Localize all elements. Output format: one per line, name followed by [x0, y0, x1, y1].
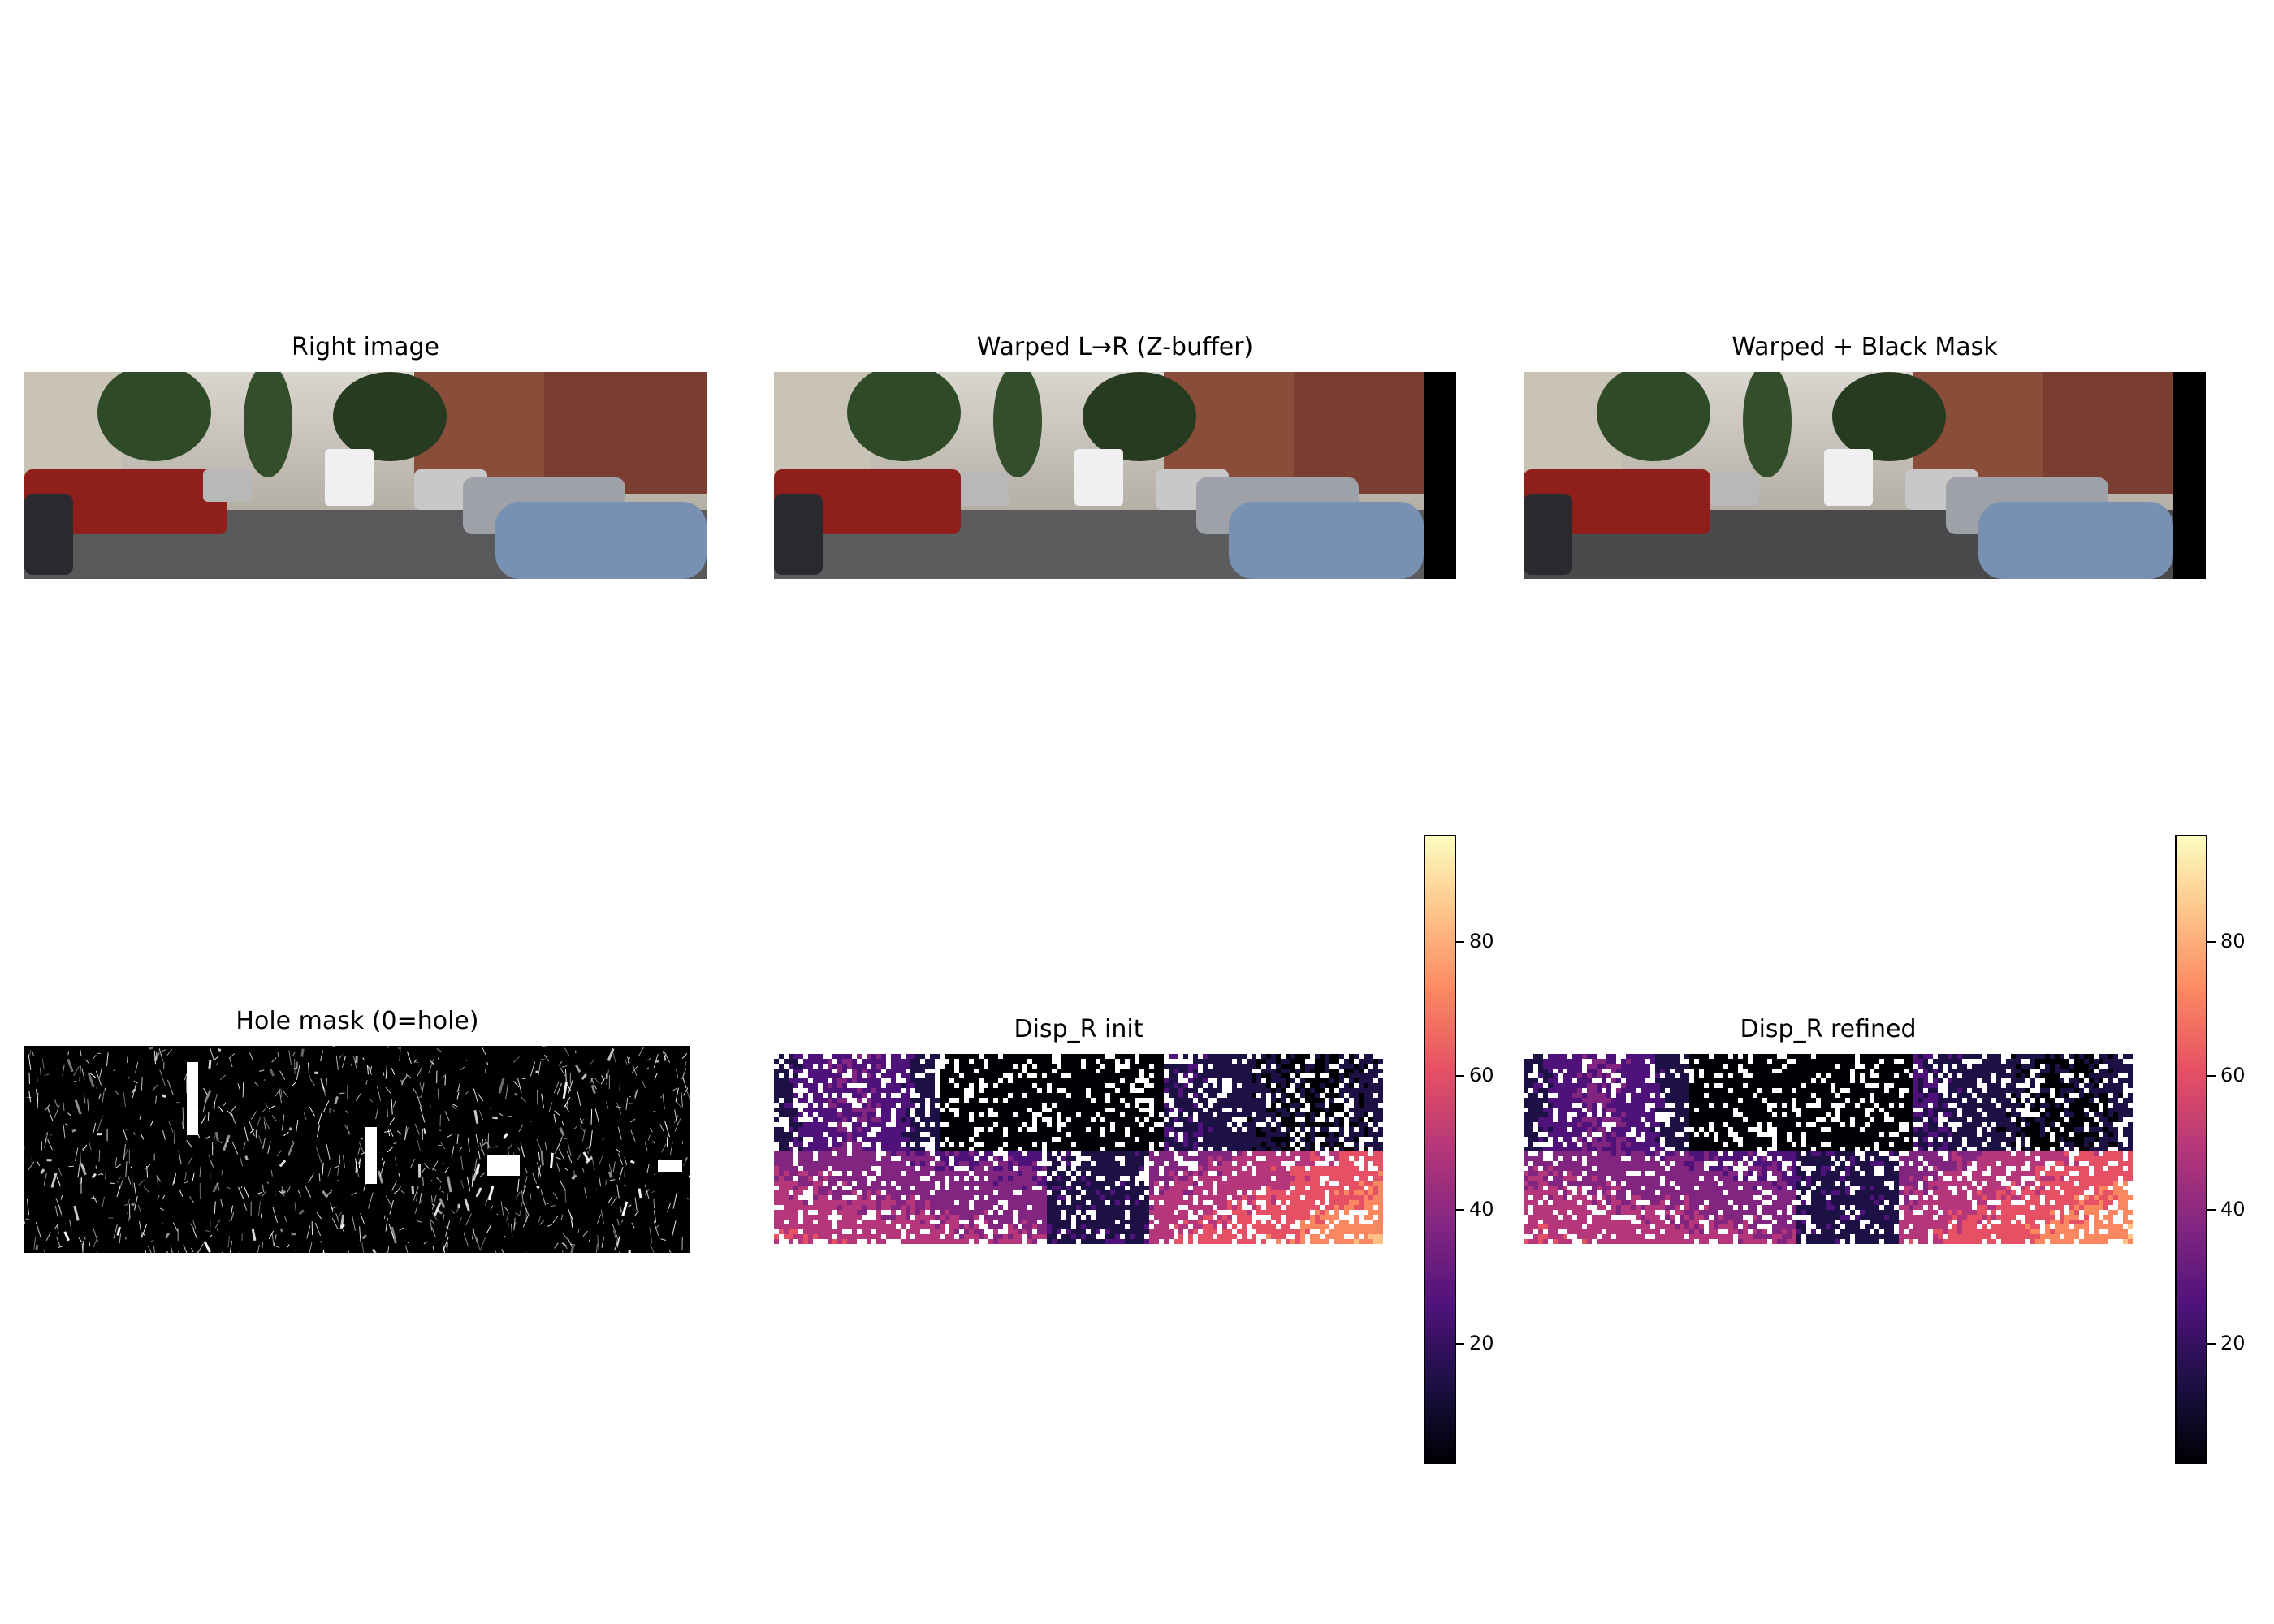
panel-disp-refined: Disp_R refined [1524, 1015, 2133, 1246]
panel-right-image: Right image [24, 333, 707, 581]
warped-image [774, 372, 1456, 579]
colorbar-tick-label: 60 [2220, 1064, 2246, 1086]
colorbar-tick-label: 40 [2220, 1198, 2246, 1220]
panel-title: Warped L→R (Z-buffer) [774, 333, 1456, 361]
right-image [24, 372, 707, 579]
colorbar-tick-mark [2206, 1209, 2216, 1211]
hole-mask-image [24, 1046, 690, 1253]
panel-title: Warped + Black Mask [1524, 333, 2206, 361]
panel-disp-init: Disp_R init [774, 1015, 1383, 1246]
colorbar-tick-label: 80 [1469, 930, 1494, 952]
disp-init-image [774, 1054, 1383, 1244]
colorbar-tick-mark [2206, 941, 2216, 943]
warped-mask-image [1524, 372, 2206, 579]
panel-warped: Warped L→R (Z-buffer) [774, 333, 1456, 581]
colorbar-tick-label: 80 [2220, 930, 2246, 952]
colorbar-tick-mark [2206, 1075, 2216, 1077]
panel-warped-black-mask: Warped + Black Mask [1524, 333, 2206, 581]
panel-title: Disp_R init [774, 1015, 1383, 1043]
colorbar-tick-label: 40 [1469, 1198, 1494, 1220]
disp-refined-image [1524, 1054, 2133, 1244]
colorbar-tick-mark [1455, 1209, 1464, 1211]
colorbar-tick-label: 20 [1469, 1332, 1494, 1354]
colorbar-tick-label: 20 [2220, 1332, 2246, 1354]
colorbar-tick-mark [1455, 1343, 1464, 1345]
panel-title: Right image [24, 333, 707, 361]
colorbar-tick-mark [2206, 1343, 2216, 1345]
colorbar-disp-refined [2175, 835, 2207, 1464]
panel-hole-mask: Hole mask (0=hole) [24, 1007, 690, 1255]
colorbar-tick-label: 60 [1469, 1064, 1494, 1086]
colorbar-tick-mark [1455, 941, 1464, 943]
colorbar-disp-init [1424, 835, 1456, 1464]
panel-title: Disp_R refined [1524, 1015, 2133, 1043]
colorbar-tick-mark [1455, 1075, 1464, 1077]
panel-title: Hole mask (0=hole) [24, 1007, 690, 1035]
